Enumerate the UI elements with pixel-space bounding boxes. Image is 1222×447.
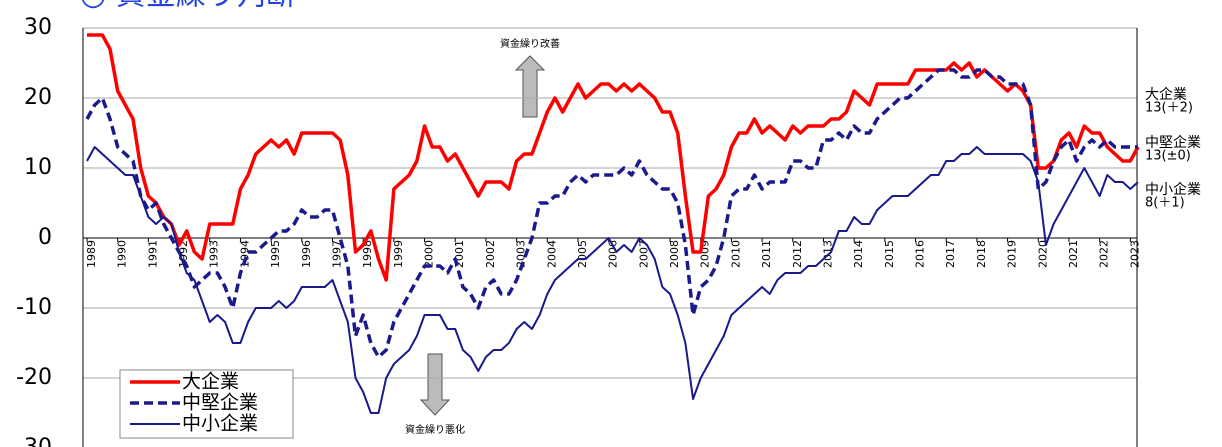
x-tick-label: 1991 [146, 240, 159, 268]
x-tick-label: 2006 [607, 240, 620, 268]
x-tick-label: 2012 [791, 240, 804, 268]
x-tick-label: 1999 [392, 240, 405, 268]
end-label-value: 13(±0) [1145, 149, 1191, 164]
up-arrow [514, 55, 546, 118]
x-tick-label: 2004 [545, 240, 558, 268]
x-tick-label: 2007 [637, 240, 650, 268]
x-tick-label: 2019 [1006, 240, 1019, 268]
y-tick-label: 30 [24, 15, 52, 40]
series-line [85, 68, 1138, 359]
down-arrow [419, 353, 451, 416]
x-tick-label: 2002 [484, 240, 497, 268]
x-tick-label: 2023 [1128, 240, 1141, 268]
chart-title: ○ 資金繰り判断 [80, 0, 296, 13]
legend-label: 中堅企業 [182, 392, 258, 414]
x-tick-label: 2015 [883, 240, 896, 268]
x-tick-label: 2016 [914, 240, 927, 268]
x-tick-label: 2010 [729, 240, 742, 268]
annotation-down: 資金繰り悪化 [405, 423, 465, 436]
plot: -30 -20 -10 0 10 20 30 1989 1990 1991 1992 1993 1994… [16, 15, 1201, 447]
x-tick-label: 1994 [238, 240, 251, 268]
x-tick-label: 1990 [116, 240, 129, 268]
y-tick-label: 20 [24, 85, 52, 110]
x-tick-label: 1993 [208, 240, 221, 268]
y-tick-label: -10 [16, 295, 52, 320]
x-tick-label: 2021 [1067, 240, 1080, 268]
y-tick-label: 0 [38, 225, 52, 250]
x-tick-label: 2000 [423, 240, 436, 268]
x-tick-label: 2003 [515, 240, 528, 268]
y-tick-label: 10 [24, 155, 52, 180]
x-tick-label: 1997 [330, 240, 343, 268]
x-tick-label: 1992 [177, 240, 190, 268]
x-tick-label: 1998 [361, 240, 374, 268]
series-line [87, 33, 1140, 282]
x-tick-label: 2011 [760, 240, 773, 268]
legend-label: 中小企業 [182, 413, 258, 435]
series-line [86, 146, 1139, 414]
x-tick-label: 1996 [300, 240, 313, 268]
y-tick-label: -20 [16, 365, 52, 390]
end-label-value: 8(＋1) [1145, 196, 1185, 211]
x-tick-label: 2018 [975, 240, 988, 268]
end-label-name: 大企業 [1145, 86, 1187, 103]
legend-label: 大企業 [182, 371, 239, 393]
end-label-name: 中小企業 [1145, 181, 1201, 198]
end-label-name: 中堅企業 [1145, 134, 1201, 151]
x-tick-label: 2020 [1036, 240, 1049, 268]
x-tick-label: 2008 [668, 240, 681, 268]
annotation-up: 資金繰り改善 [500, 37, 560, 50]
x-tick-label: 1995 [269, 240, 282, 268]
x-tick-label: 2022 [1098, 240, 1111, 268]
x-tick-label: 1989 [85, 240, 98, 268]
y-tick-label: -30 [16, 435, 52, 447]
x-tick-label: 2014 [852, 240, 865, 268]
x-tick-label: 2017 [944, 240, 957, 268]
x-tick-label: 2005 [576, 240, 589, 268]
end-label-value: 13(＋2) [1145, 101, 1193, 116]
